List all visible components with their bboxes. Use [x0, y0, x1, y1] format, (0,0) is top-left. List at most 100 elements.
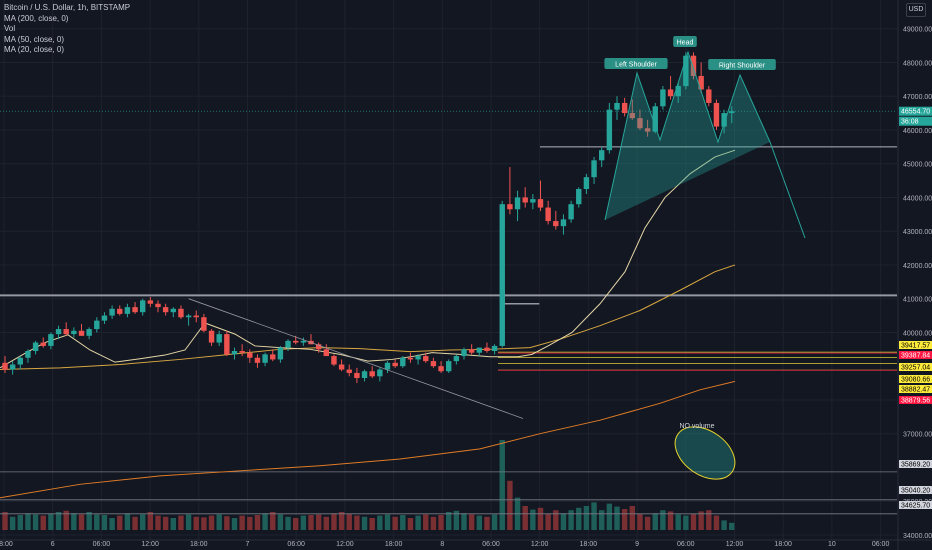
volume-bar [262, 513, 268, 530]
volume-bar [530, 509, 536, 530]
volume-bar [17, 515, 23, 530]
legend-ma50[interactable]: MA (50, close, 0) [4, 34, 65, 44]
candle-body [231, 351, 238, 355]
x-tick-label: 06:00 [287, 541, 305, 548]
volume-bar [86, 512, 92, 530]
x-tick-label: 06:00 [93, 541, 111, 548]
candle-body [614, 102, 620, 110]
volume-bar [369, 518, 375, 530]
volume-bar [690, 513, 697, 530]
candle-body [706, 89, 712, 103]
candlesticks [2, 52, 735, 384]
right-shoulder-label-bg [708, 59, 776, 70]
candle-body [522, 197, 528, 203]
candle-body [78, 330, 85, 336]
volume-bars [2, 440, 735, 530]
y-tick-label: 47000.00 [903, 94, 932, 101]
x-tick-label: 18:00 [0, 541, 13, 548]
volume-bar [32, 514, 39, 530]
candle-body [155, 303, 161, 308]
volume-bar [170, 518, 176, 530]
volume-bar [614, 506, 620, 530]
y-tick-label: 37000.00 [903, 432, 932, 439]
hs-target-line [769, 141, 806, 239]
currency-button[interactable]: USD [906, 3, 926, 17]
volume-bar [713, 515, 720, 530]
volume-bar [25, 513, 31, 530]
price-tag: 35869.20 [901, 462, 930, 469]
volume-bar [117, 515, 123, 530]
ma20-line [0, 149, 736, 369]
candle-body [591, 160, 597, 178]
candle-body [239, 351, 245, 353]
candle-body [621, 102, 628, 114]
candle-body [568, 204, 574, 220]
candle-body [637, 118, 643, 129]
x-tick-label: 12:00 [531, 541, 549, 548]
x-tick-label: 06:00 [872, 541, 890, 548]
candle-body [162, 307, 169, 313]
volume-bar [660, 510, 666, 530]
candle-body [94, 320, 100, 330]
candle-body [560, 219, 567, 227]
volume-bar [706, 510, 712, 530]
right-shoulder-label: Right Shoulder [719, 63, 766, 70]
candle-body [453, 356, 460, 362]
left-shoulder-label: Left Shoulder [615, 62, 657, 69]
candle-body [690, 55, 697, 76]
x-tick-label: 10 [828, 541, 836, 548]
volume-bar [346, 513, 352, 530]
countdown-tag-bg [899, 116, 932, 126]
candle-body [499, 204, 505, 346]
x-tick-label: 9 [635, 541, 639, 548]
candle-body [71, 330, 77, 335]
candle-body [576, 189, 582, 205]
candle-body [507, 204, 513, 210]
volume-bar [162, 516, 169, 530]
volume-bar [644, 516, 651, 530]
volume-bar [629, 506, 635, 530]
legend-vol[interactable]: Vol [4, 24, 16, 33]
price-tag-bg [899, 351, 932, 359]
candle-body [300, 340, 307, 343]
volume-bar [599, 510, 605, 530]
candle-body [40, 342, 46, 346]
head-label: Head [677, 40, 694, 47]
volume-bar [461, 513, 467, 530]
candle-body [48, 334, 54, 346]
hs-pattern-outline [604, 50, 771, 221]
price-tag: 39080.66 [901, 377, 930, 384]
x-tick-label: 18:00 [385, 541, 403, 548]
price-tag: 39257.04 [901, 365, 930, 372]
no-volume-ellipse [674, 426, 736, 480]
volume-bar [667, 511, 674, 530]
candle-body [660, 89, 666, 107]
range-marker [503, 290, 540, 305]
volume-bar [621, 509, 628, 530]
candle-body [346, 369, 352, 373]
candle-body [729, 111, 735, 114]
volume-bar [568, 510, 574, 530]
volume-bar [491, 514, 498, 530]
candle-body [667, 89, 674, 97]
volume-bar [453, 510, 460, 530]
x-tick-label: 18:00 [190, 541, 208, 548]
volume-bar [239, 515, 245, 530]
candle-body [599, 150, 605, 161]
volume-bar [132, 516, 138, 530]
candle-body [553, 221, 559, 227]
price-tag: 34625.70 [901, 503, 930, 510]
x-tick-label: 18:00 [774, 541, 792, 548]
legend-ma20[interactable]: MA (20, close, 0) [4, 45, 65, 54]
volume-bar [446, 512, 452, 530]
volume-bar [270, 512, 276, 530]
legend-ma200[interactable]: MA (200, close, 0) [4, 13, 69, 23]
x-tick-label: 06:00 [677, 541, 695, 548]
legend-symbol[interactable]: Bitcoin / U.S. Dollar, 1h, BITSTAMP [4, 3, 131, 12]
volume-bar [537, 507, 544, 530]
candle-body [476, 347, 482, 353]
volume-bar [78, 514, 85, 530]
candle-body [254, 357, 261, 363]
volume-bar [392, 516, 398, 530]
